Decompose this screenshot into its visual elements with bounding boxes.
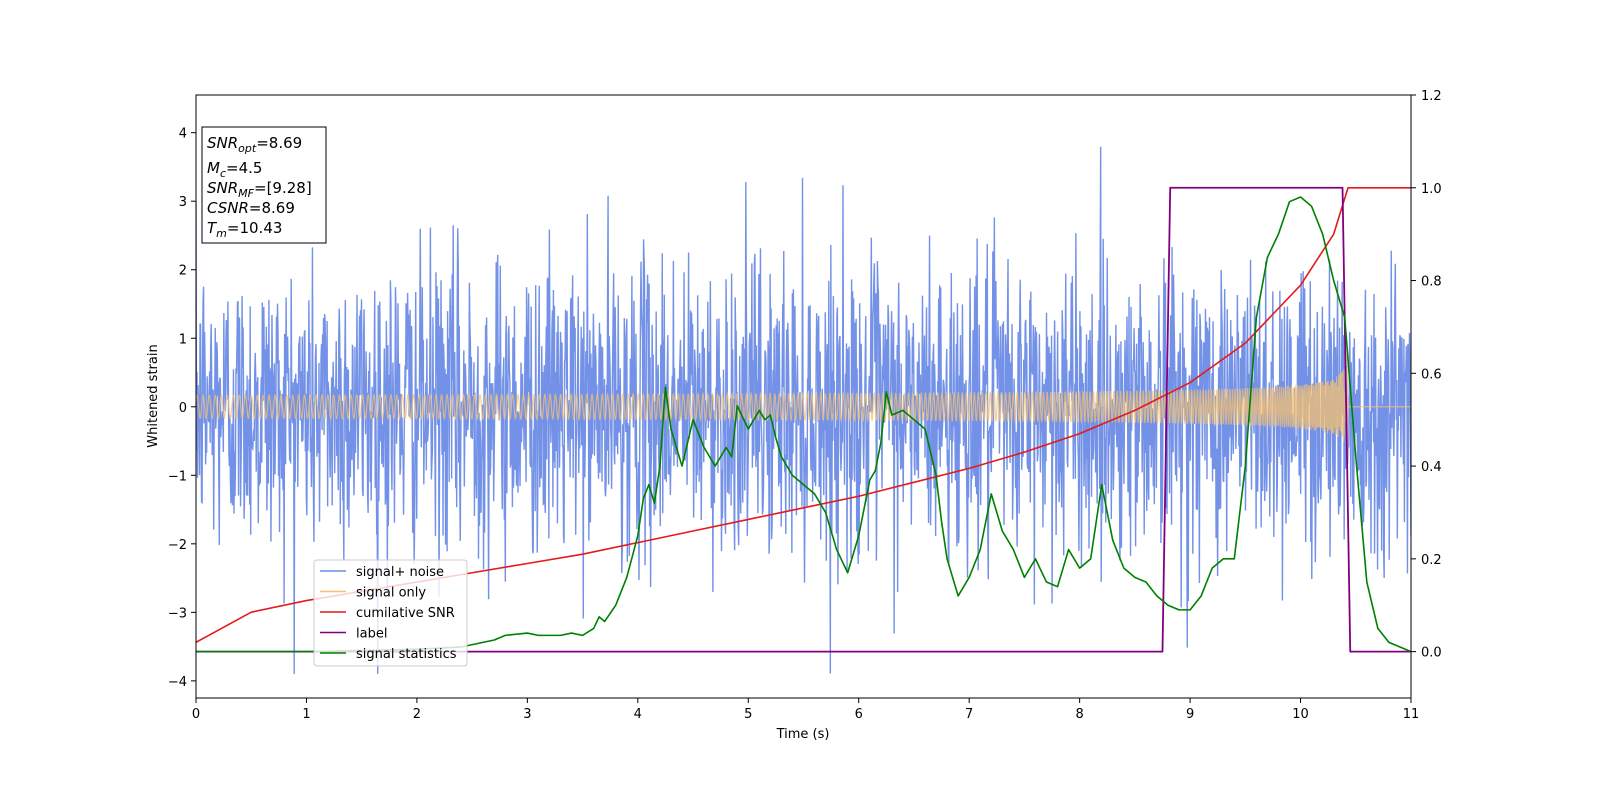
x-tick-label: 8 <box>1075 707 1083 722</box>
series-label <box>196 186 1411 653</box>
y-tick-label-left: −4 <box>168 675 187 690</box>
legend-label: signal statistics <box>356 647 457 662</box>
legend-label: signal+ noise <box>356 565 444 580</box>
x-tick-label: 10 <box>1292 707 1309 722</box>
x-tick-label: 3 <box>523 707 531 722</box>
y-tick-label-left: 2 <box>179 264 187 279</box>
legend-label: cumilative SNR <box>356 606 455 621</box>
x-tick-label: 2 <box>413 707 421 722</box>
y-tick-label-right: 0.8 <box>1421 275 1442 290</box>
info-box: SNRopt=8.69 Mc=4.5 SNRMF=[9.28] CSNR=8.6… <box>201 126 327 244</box>
y-tick-label-right: 1.0 <box>1421 182 1442 197</box>
x-tick-label: 0 <box>192 707 200 722</box>
x-tick-label: 6 <box>855 707 863 722</box>
y-tick-label-left: 1 <box>179 332 187 347</box>
series-signal-noise <box>196 146 1411 675</box>
x-tick-label: 9 <box>1186 707 1194 722</box>
y-tick-label-left: 4 <box>179 127 187 142</box>
x-tick-label: 5 <box>744 707 752 722</box>
y-tick-label-right: 0.2 <box>1421 553 1442 568</box>
y-tick-label-right: 0.6 <box>1421 367 1442 382</box>
snr-mf-label: SNRMF=[9.28] <box>207 179 312 200</box>
snr-opt-label: SNRopt=8.69 <box>207 134 302 155</box>
x-tick-label: 7 <box>965 707 973 722</box>
x-tick-label: 4 <box>634 707 642 722</box>
csnr-label: CSNR=8.69 <box>207 199 295 217</box>
x-axis-title: Time (s) <box>776 727 830 742</box>
y-tick-label-left: 0 <box>179 401 187 416</box>
x-tick-label: 1 <box>302 707 310 722</box>
tm-label: Tm=10.43 <box>207 219 282 240</box>
y-tick-label-left: −2 <box>168 538 187 553</box>
series-signal-only <box>196 354 1411 469</box>
series-signal-statistics <box>196 196 1411 653</box>
axes: 0 1 2 3 4 5 6 7 8 9 10 11 −4 −3 −2 −1 0 1 2 3 4 0.0 0.2 0.4 0.6 0… <box>168 89 1442 722</box>
legend-label: signal only <box>356 586 426 601</box>
mc-label: Mc=4.5 <box>207 159 262 180</box>
y-tick-label-left: −1 <box>168 469 187 484</box>
plot-frame <box>195 94 1412 699</box>
y-axis-title: Whitened strain <box>146 344 161 447</box>
x-tick-label: 11 <box>1403 707 1420 722</box>
legend: signal+ noise signal only cumilative SNR la… <box>313 559 468 667</box>
legend-label: label <box>356 627 387 642</box>
y-tick-label-left: 3 <box>179 195 187 210</box>
y-tick-label-right: 0.0 <box>1421 646 1442 661</box>
y-tick-label-right: 1.2 <box>1421 89 1442 104</box>
y-tick-label-right: 0.4 <box>1421 460 1442 475</box>
y-tick-label-left: −3 <box>168 606 187 621</box>
